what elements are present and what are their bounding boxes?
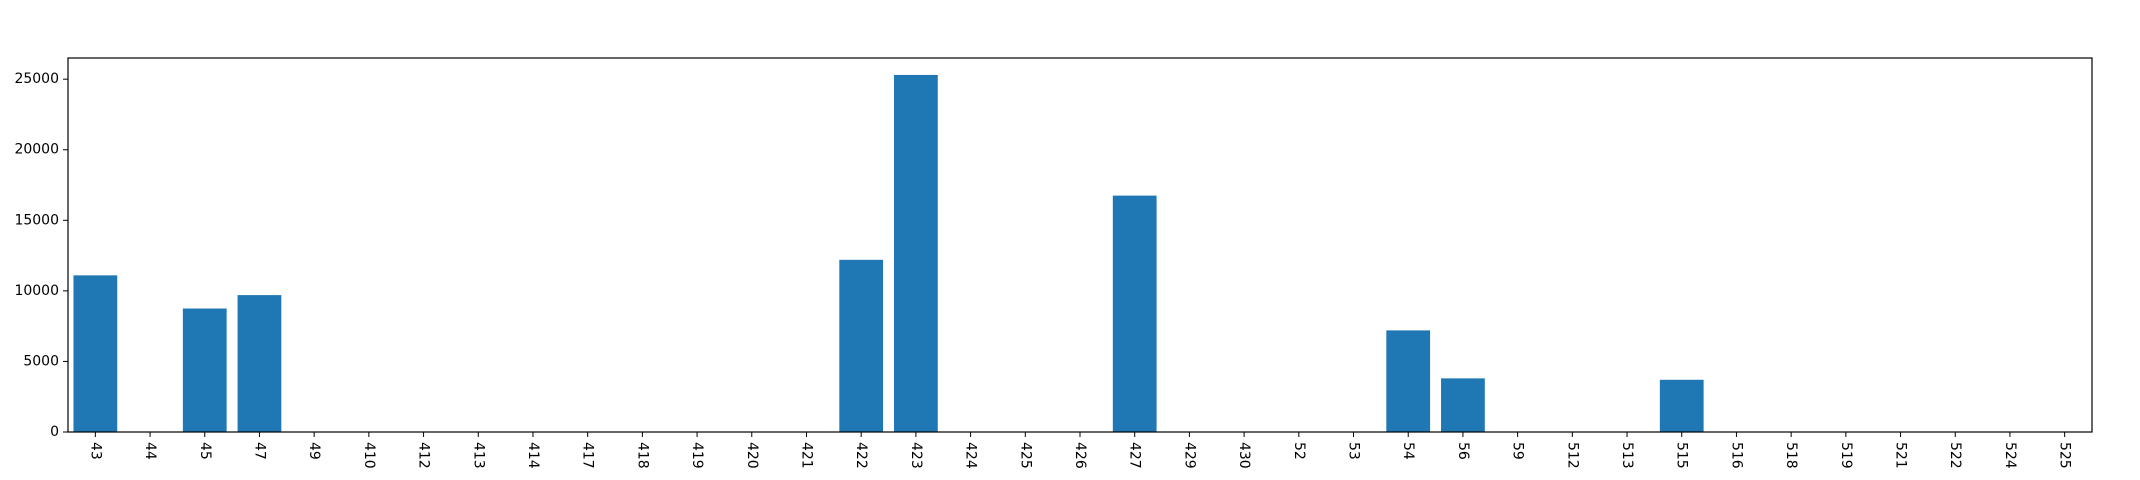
y-tick-label-10000: 10000	[14, 283, 59, 299]
x-tick-label-43: 43	[87, 442, 103, 460]
bar-43	[73, 275, 118, 432]
x-tick-label-59: 59	[1510, 442, 1526, 460]
x-tick-label-45: 45	[197, 442, 213, 460]
y-tick-label-25000: 25000	[14, 71, 59, 87]
bar-427	[1112, 195, 1157, 432]
x-tick-label-424: 424	[963, 442, 979, 469]
x-tick-label-414: 414	[525, 442, 541, 469]
plot-frame	[67, 57, 2093, 433]
x-tick-label-430: 430	[1236, 442, 1252, 469]
bar-56	[1441, 378, 1485, 432]
x-tick-label-524: 524	[2002, 442, 2018, 469]
x-tick-label-521: 521	[1893, 442, 1909, 469]
bar-423	[894, 74, 938, 432]
x-tick-label-410: 410	[361, 442, 377, 469]
bar-54	[1386, 330, 1431, 432]
x-tick-label-518: 518	[1783, 442, 1799, 469]
x-tick-label-413: 413	[470, 442, 486, 469]
x-tick-label-418: 418	[634, 442, 650, 469]
x-tick-label-417: 417	[580, 442, 596, 469]
y-axis: 0 5000 10000 15000 20000 25000	[14, 71, 68, 440]
y-tick-label-20000: 20000	[14, 142, 59, 158]
x-tick-label-522: 522	[1947, 442, 1963, 469]
x-axis: 43 44 45 47 49 410 412 413 414 417 418 419 420 421 422…	[87, 432, 2073, 469]
bars-group	[73, 74, 1704, 432]
y-tick-label-0: 0	[50, 424, 59, 440]
x-tick-label-53: 53	[1346, 442, 1362, 460]
x-tick-label-512: 512	[1564, 442, 1580, 469]
x-tick-label-47: 47	[251, 442, 267, 460]
x-tick-label-427: 427	[1127, 442, 1143, 469]
bar-422	[839, 259, 884, 432]
x-tick-label-426: 426	[1072, 442, 1088, 469]
x-tick-label-429: 429	[1181, 442, 1197, 469]
x-tick-label-421: 421	[798, 442, 814, 469]
bar-45	[182, 308, 227, 432]
x-tick-label-56: 56	[1455, 442, 1471, 460]
bar-515	[1659, 379, 1704, 432]
bar-47	[237, 295, 282, 432]
x-tick-label-54: 54	[1400, 442, 1416, 460]
x-tick-label-515: 515	[1674, 442, 1690, 469]
x-tick-label-422: 422	[853, 442, 869, 469]
x-tick-label-52: 52	[1291, 442, 1307, 460]
x-tick-label-49: 49	[306, 442, 322, 460]
x-tick-label-519: 519	[1838, 442, 1854, 469]
x-tick-label-525: 525	[2057, 442, 2073, 469]
x-tick-label-419: 419	[689, 442, 705, 469]
x-tick-label-425: 425	[1017, 442, 1033, 469]
x-tick-label-44: 44	[142, 442, 158, 460]
y-tick-label-5000: 5000	[23, 353, 59, 369]
x-tick-label-513: 513	[1619, 442, 1635, 469]
x-tick-label-412: 412	[416, 442, 432, 469]
x-tick-label-516: 516	[1728, 442, 1744, 469]
x-tick-label-423: 423	[908, 442, 924, 469]
y-tick-label-15000: 15000	[14, 212, 59, 228]
x-tick-label-420: 420	[744, 442, 760, 469]
